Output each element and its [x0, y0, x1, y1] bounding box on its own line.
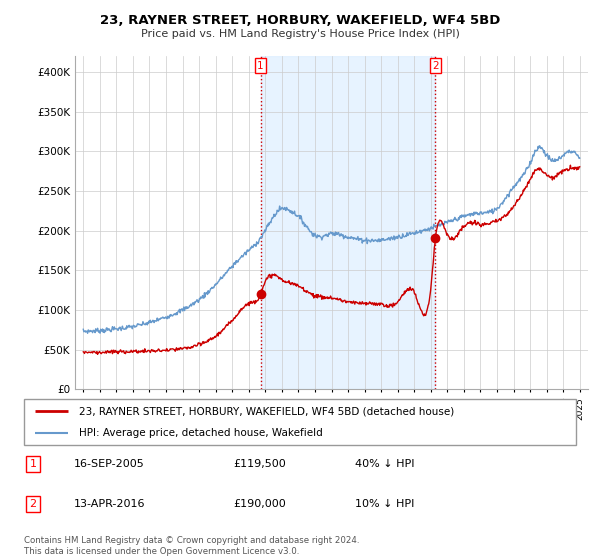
Text: Contains HM Land Registry data © Crown copyright and database right 2024.
This d: Contains HM Land Registry data © Crown c…: [24, 536, 359, 556]
Text: 40% ↓ HPI: 40% ↓ HPI: [355, 459, 415, 469]
Text: 2: 2: [432, 60, 439, 71]
Bar: [260, 56, 436, 389]
Text: 2: 2: [29, 499, 37, 508]
FancyBboxPatch shape: [24, 399, 576, 445]
Text: 1: 1: [257, 60, 264, 71]
Text: Price paid vs. HM Land Registry's House Price Index (HPI): Price paid vs. HM Land Registry's House …: [140, 29, 460, 39]
Text: HPI: Average price, detached house, Wakefield: HPI: Average price, detached house, Wake…: [79, 428, 323, 438]
Text: 23, RAYNER STREET, HORBURY, WAKEFIELD, WF4 5BD (detached house): 23, RAYNER STREET, HORBURY, WAKEFIELD, W…: [79, 406, 454, 416]
Text: 10% ↓ HPI: 10% ↓ HPI: [355, 499, 415, 508]
Text: 23, RAYNER STREET, HORBURY, WAKEFIELD, WF4 5BD: 23, RAYNER STREET, HORBURY, WAKEFIELD, W…: [100, 14, 500, 27]
Text: £190,000: £190,000: [234, 499, 287, 508]
Text: 13-APR-2016: 13-APR-2016: [74, 499, 145, 508]
Text: 16-SEP-2005: 16-SEP-2005: [74, 459, 145, 469]
Text: 1: 1: [29, 459, 37, 469]
Text: £119,500: £119,500: [234, 459, 287, 469]
